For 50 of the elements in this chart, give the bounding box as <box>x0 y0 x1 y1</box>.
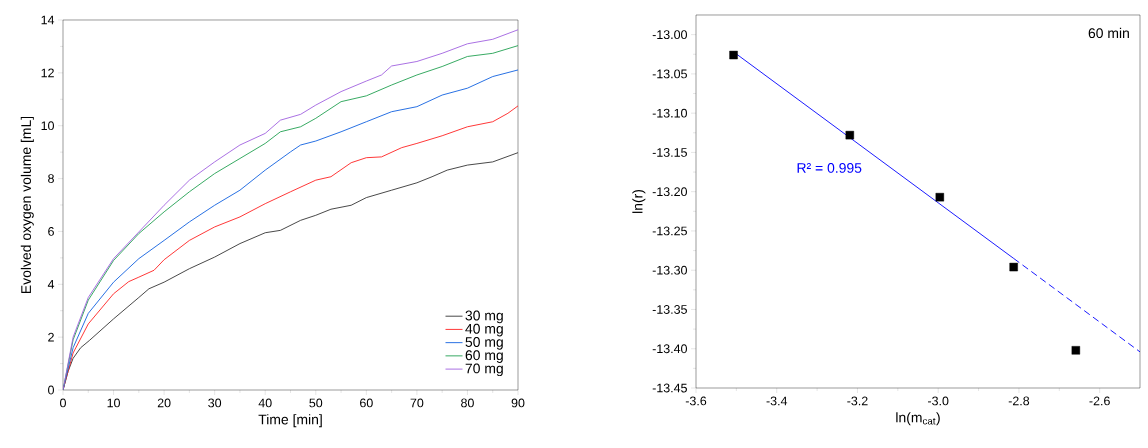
x-tick-label: 70 <box>410 398 424 408</box>
y-tick-label: -13.15 <box>652 148 687 157</box>
x-tick-label: 90 <box>511 398 525 408</box>
point <box>845 130 854 140</box>
y-tick-label: 14 <box>41 15 55 25</box>
y-axis-title: Evolved oxygen volume [mL] <box>20 116 34 294</box>
x-tick-label: 0 <box>60 398 66 408</box>
y-tick-label: 4 <box>47 280 55 289</box>
x-tick-label: 50 <box>309 398 323 408</box>
y-tick-label: -13.25 <box>652 226 687 236</box>
x-tick-label: 10 <box>107 398 120 408</box>
y-tick-label: 10 <box>41 121 54 131</box>
legend-label: 70 mg <box>465 363 503 377</box>
legend-label: 40 mg <box>465 323 503 337</box>
x-tick-label: -2.6 <box>1089 396 1110 406</box>
x-tick-label: 20 <box>157 398 171 408</box>
y-axis-title: ln(r) <box>632 189 646 213</box>
point <box>1009 262 1018 272</box>
x-tick-label: 40 <box>258 398 272 408</box>
point <box>729 50 738 60</box>
y-tick-label: -13.40 <box>652 344 687 354</box>
legend-label: 60 mg <box>465 350 503 363</box>
y-tick-label: -13.30 <box>652 265 687 275</box>
y-tick-label: -13.10 <box>652 108 687 118</box>
y-tick-label: 12 <box>41 68 54 78</box>
x-tick-label: -2.8 <box>1008 396 1030 406</box>
x-axis-title: Time [min] <box>258 414 322 428</box>
y-tick-label: 6 <box>48 227 54 236</box>
y-tick-label: -13.35 <box>652 305 687 314</box>
x-tick-label: -3.2 <box>847 396 868 406</box>
legend-label: 30 mg <box>465 310 503 324</box>
y-tick-label: -13.45 <box>652 383 687 393</box>
y-tick-label: -13.05 <box>652 69 687 79</box>
x-tick-label: -3.0 <box>928 396 949 406</box>
x-tick-label: 80 <box>461 398 474 408</box>
point <box>935 192 945 202</box>
x-tick-label: -3.4 <box>766 396 788 406</box>
legend-label: 50 mg <box>465 337 503 350</box>
x-tick-label: 30 <box>208 398 222 408</box>
y-tick-label: 0 <box>48 385 54 395</box>
x-tick-label: -3.6 <box>685 396 707 406</box>
y-tick-label: -13.20 <box>652 187 687 197</box>
x-axis-title: ln(m$_{cat}$) <box>896 412 940 426</box>
annotation: R² = 0.995 <box>797 162 862 173</box>
x-tick-label: 60 <box>360 398 373 408</box>
y-tick-label: -13.00 <box>652 30 687 40</box>
y-tick-label: 8 <box>48 174 54 183</box>
annotation: 60 min <box>1088 27 1129 39</box>
y-tick-label: 2 <box>48 332 54 342</box>
point <box>1071 346 1081 355</box>
